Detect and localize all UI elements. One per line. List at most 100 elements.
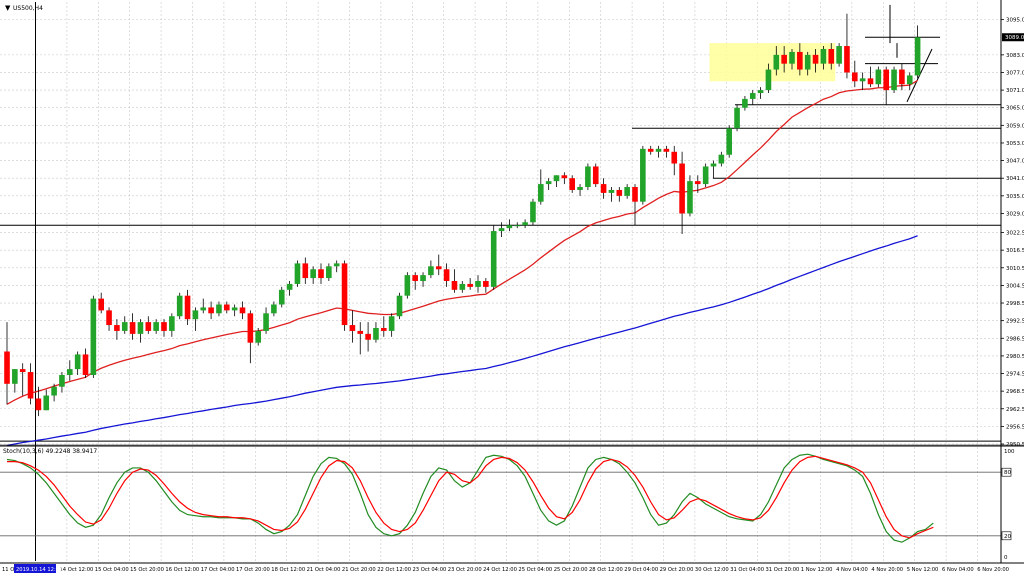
candle[interactable]	[278, 286, 285, 308]
candle[interactable]	[467, 278, 473, 290]
candle[interactable]	[357, 322, 364, 355]
candle[interactable]	[74, 351, 81, 375]
candle[interactable]	[106, 307, 112, 331]
candle[interactable]	[192, 307, 199, 331]
candle[interactable]	[35, 386, 42, 417]
candle[interactable]	[522, 219, 528, 229]
candle[interactable]	[585, 163, 591, 190]
candle[interactable]	[381, 316, 387, 337]
candle[interactable]	[129, 313, 136, 340]
candle[interactable]	[4, 322, 10, 405]
candle[interactable]	[67, 360, 73, 381]
candle[interactable]	[867, 66, 874, 88]
candle[interactable]	[608, 187, 615, 202]
candle[interactable]	[200, 298, 207, 314]
candle[interactable]	[742, 95, 748, 111]
candle[interactable]	[749, 90, 756, 105]
candle[interactable]	[43, 389, 50, 411]
candle[interactable]	[27, 363, 34, 405]
candle[interactable]	[561, 172, 568, 185]
candle[interactable]	[349, 310, 356, 343]
candle[interactable]	[875, 66, 882, 88]
candle[interactable]	[396, 292, 403, 320]
candle[interactable]	[184, 289, 191, 326]
candle[interactable]	[640, 145, 646, 205]
candle[interactable]	[404, 272, 411, 299]
candle[interactable]	[789, 48, 795, 70]
candle[interactable]	[726, 125, 732, 158]
candle[interactable]	[98, 292, 104, 314]
collapse-triangle-icon[interactable]: ▼	[5, 4, 11, 12]
candle[interactable]	[514, 222, 521, 229]
candle[interactable]	[326, 263, 332, 282]
candle[interactable]	[844, 13, 850, 79]
candle[interactable]	[757, 87, 764, 99]
candle[interactable]	[373, 322, 379, 343]
candle[interactable]	[443, 263, 450, 287]
candle[interactable]	[271, 301, 277, 317]
candle[interactable]	[545, 178, 552, 190]
candle[interactable]	[624, 184, 630, 199]
candle[interactable]	[286, 281, 293, 296]
candle[interactable]	[530, 198, 536, 226]
candle[interactable]	[451, 269, 458, 293]
candle[interactable]	[616, 187, 623, 202]
candle[interactable]	[208, 301, 214, 320]
candle[interactable]	[820, 46, 827, 70]
candle[interactable]	[428, 260, 434, 279]
candle[interactable]	[632, 184, 638, 226]
candle[interactable]	[914, 25, 921, 79]
candle[interactable]	[388, 313, 395, 337]
candle[interactable]	[412, 272, 418, 290]
candle[interactable]	[852, 60, 858, 88]
candle[interactable]	[435, 254, 442, 276]
candle[interactable]	[224, 301, 230, 314]
candle[interactable]	[231, 304, 238, 317]
candle[interactable]	[239, 301, 246, 320]
candle[interactable]	[90, 295, 97, 378]
candle[interactable]	[577, 184, 583, 196]
candle[interactable]	[114, 319, 120, 340]
candle[interactable]	[12, 369, 18, 393]
trendline[interactable]	[906, 48, 933, 103]
candle[interactable]	[121, 316, 128, 334]
candle[interactable]	[655, 145, 662, 158]
candle[interactable]	[663, 145, 670, 158]
candle[interactable]	[475, 275, 481, 293]
candle[interactable]	[310, 266, 316, 284]
candle[interactable]	[828, 43, 835, 70]
candle[interactable]	[333, 260, 340, 273]
candle[interactable]	[247, 310, 254, 364]
candle[interactable]	[153, 319, 159, 334]
candle[interactable]	[59, 372, 65, 393]
candle[interactable]	[483, 278, 489, 293]
candle[interactable]	[506, 219, 513, 232]
candle[interactable]	[687, 175, 693, 217]
candle[interactable]	[169, 313, 175, 337]
candle[interactable]	[263, 307, 269, 334]
candle[interactable]	[490, 225, 497, 290]
candle[interactable]	[891, 66, 897, 94]
candle[interactable]	[365, 322, 371, 352]
candle[interactable]	[498, 222, 505, 237]
candle[interactable]	[459, 281, 466, 293]
candle[interactable]	[797, 43, 803, 76]
candle[interactable]	[318, 263, 324, 284]
candle[interactable]	[553, 175, 560, 188]
candle[interactable]	[19, 363, 26, 396]
candle[interactable]	[82, 348, 89, 378]
candle[interactable]	[302, 257, 309, 284]
candle[interactable]	[679, 151, 685, 235]
candle[interactable]	[51, 383, 57, 402]
candle[interactable]	[781, 46, 787, 73]
candle[interactable]	[176, 292, 183, 320]
candle[interactable]	[718, 151, 725, 167]
candle[interactable]	[600, 178, 607, 199]
candle[interactable]	[671, 145, 678, 176]
candle[interactable]	[906, 72, 913, 91]
candle[interactable]	[765, 63, 772, 94]
candle[interactable]	[161, 319, 167, 337]
candle[interactable]	[710, 160, 717, 179]
candle[interactable]	[883, 66, 889, 105]
